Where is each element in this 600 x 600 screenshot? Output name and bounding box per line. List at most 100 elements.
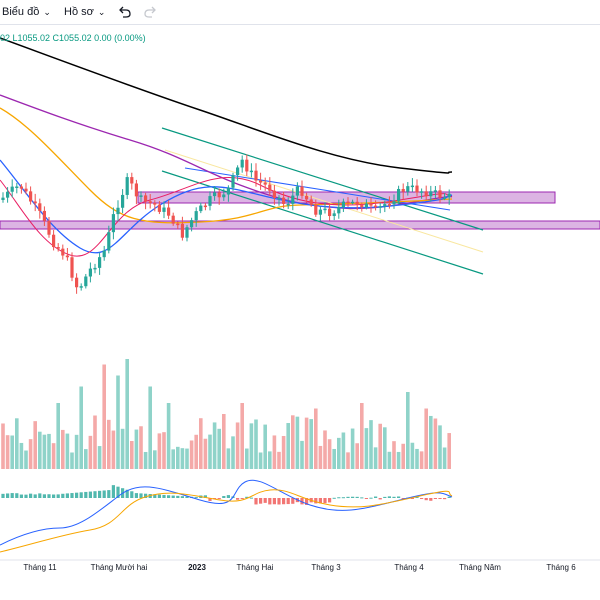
candle-body [125,177,129,195]
candle-body [387,204,391,206]
candle-body [360,204,364,208]
x-axis-tick-label: Tháng Năm [459,563,501,572]
volume-bar [295,416,300,469]
candle-body [79,286,83,288]
macd-histogram-bar [236,498,240,500]
volume-bar [208,434,212,469]
macd-histogram-bar [286,498,290,505]
candle-body [171,215,175,224]
volume-bar [10,435,14,469]
volume-bar [263,424,267,469]
volume-bar [1,423,5,469]
candle-body [84,276,88,287]
volume-bar [341,432,346,469]
x-axis-tick-label: Tháng 11 [23,563,57,572]
macd-histogram-bar [217,498,221,500]
candle-body [309,199,313,205]
volume-bar [429,415,433,469]
volume-bar [203,438,208,469]
macd-histogram-bar [208,498,212,501]
macd-histogram-bar [346,496,350,498]
candle-body [148,201,152,203]
macd-histogram-bar [282,498,286,505]
volume-bar [332,448,336,469]
volume-bar [125,359,129,469]
channel-mid-line [164,149,484,253]
macd-histogram-bar [277,498,281,505]
candle-body [406,186,410,192]
volume-bar [387,451,392,469]
macd-histogram-bar [15,493,19,498]
profile-menu-button[interactable]: Hồ sơ ⌄ [64,3,105,21]
volume-bar [401,443,405,469]
candle-body [429,191,433,197]
macd-histogram-bar [305,498,309,505]
volume-bar [235,422,240,469]
price-chart[interactable]: Tháng 11 Tháng Mười hai 2023 Tháng Hai Tháng… [0,24,600,600]
volume-bar [392,441,396,469]
profile-menu-label: Hồ sơ [64,6,94,18]
signal-line [0,489,453,553]
macd-line [0,479,453,546]
macd-histogram-bar [429,498,433,501]
candle-body [208,196,212,206]
candle-body [213,192,217,197]
candle-body [263,182,267,185]
macd-histogram-bar [130,491,134,498]
volume-bar [304,417,309,469]
candle-body [443,197,447,199]
volume-bar [19,442,24,469]
volume-bar [166,403,171,469]
volume-bar [84,449,88,469]
candle-body [369,203,373,206]
macd-histogram-bar [323,498,327,504]
macd-histogram-bar [378,498,382,500]
macd-histogram-bar [245,496,249,498]
top-toolbar: Biểu đồ ⌄ Hồ sơ ⌄ [0,0,600,25]
candle-body [111,214,115,233]
candle-body [10,186,14,192]
volume-bar [120,428,125,469]
macd-histogram-bar [33,494,37,498]
macd-histogram-bar [263,498,267,503]
macd-histogram-bar [19,494,23,498]
candle-body [194,211,198,221]
candle-body [88,268,92,277]
volume-bar [15,418,19,469]
macd-histogram-bar [93,491,97,498]
volume-bar [70,452,74,469]
macd-histogram-bar [47,494,51,498]
volume-bar [61,429,65,469]
volume-bar [93,415,97,469]
macd-histogram-bar [341,497,345,499]
volume-bar [383,427,387,469]
macd-histogram-bar [222,496,226,498]
channel-lower-line [161,170,484,275]
candle-body [272,190,276,198]
chart-menu-button[interactable]: Biểu đồ ⌄ [2,3,51,21]
volume-bar [65,433,70,469]
volume-bar [226,448,231,469]
macd-histogram-bar [397,496,401,498]
macd-histogram-bar [415,496,419,498]
candle-body [180,223,184,238]
candle-body [378,206,382,208]
volume-bar [47,433,51,469]
ma-orange-line [0,107,453,224]
macd-histogram-bar [65,493,69,498]
macd-histogram-bar [351,496,355,498]
candle-body [19,186,23,189]
candle-body [157,204,161,212]
chevron-down-icon: ⌄ [97,7,106,17]
chevron-down-icon: ⌄ [43,7,51,17]
candle-body [337,207,341,214]
macd-histogram-bar [447,496,451,498]
channel-upper-line [161,127,484,231]
undo-icon[interactable] [117,4,133,20]
macd-histogram-bar [328,498,332,503]
macd-histogram-bar [387,496,391,498]
candle-body [240,159,244,168]
macd-histogram-bar [213,498,217,500]
candle-body [323,208,327,211]
macd-histogram-bar [392,496,396,498]
